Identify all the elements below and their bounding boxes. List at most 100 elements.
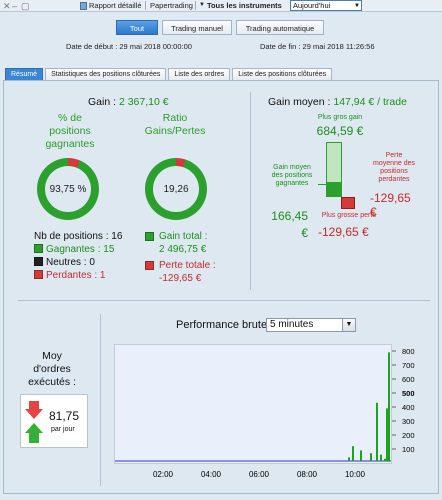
chart-bar [370,453,372,461]
y-tick-label: 400 [402,403,415,412]
performance-chart-svg [115,352,391,462]
perte-moyenne-label: Perte moyenne des positions perdantes [372,152,416,183]
red-square-icon [34,270,43,279]
vertical-divider [250,92,251,290]
green-square-icon [145,232,154,241]
chart-bar [388,352,390,461]
stat-perdantes: Perdantes : 1 [34,269,105,282]
restore-icon[interactable]: ▢ [21,1,30,11]
papertrading-label: Papertrading [150,1,193,10]
chevron-down-icon: ▼ [199,2,205,8]
tab-orders[interactable]: Liste des ordres [168,68,231,80]
top-toolbar: ✕ – ▢ Rapport détaillé Papertrading ▼ To… [0,0,442,12]
interval-value: 5 minutes [270,319,314,330]
papertrading-button[interactable]: Papertrading [150,0,193,11]
instruments-label: Tous les instruments [206,1,282,10]
loss-bar [341,197,355,209]
gain-moyen-positions-label: Gain moyen des positions gagnantes [271,164,313,187]
gagnantes-label: Gagnantes : 15 [46,244,115,255]
mode-tout-button[interactable]: Tout [116,20,158,35]
stat-neutres: Neutres : 0 [34,256,95,269]
tab-statistics[interactable]: Statistiques des positions clôturées [45,68,167,80]
chart-bar [386,408,388,461]
moy-ordres-value: 81,75 [49,409,80,423]
win-rate-ring: 93,75 % [37,158,99,220]
gain-moyen-value: 147,94 € / trade [333,96,407,108]
order-arrows-icon [25,401,43,443]
gain-moyen-label: Gain moyen : [268,96,334,108]
start-date: Date de début : 29 mai 2018 00:00:00 [66,42,192,51]
green-square-icon [34,244,43,253]
y-tick-label: 300 [402,417,415,426]
content-tabs: Résumé Statistiques des positions clôtur… [5,68,334,80]
x-tick-label: 08:00 [297,470,318,479]
chart-bar [384,458,386,461]
arrow-right-icon [318,184,328,185]
perte-moyenne-value: -129,65 € [370,191,411,219]
interval-select[interactable]: 5 minutes ▼ [266,318,356,332]
vertical-divider-bottom [100,314,101,486]
moy-ordres-label: Moy d'ordres exécutés : [28,350,76,388]
chart-bar [360,450,362,461]
close-icon[interactable]: ✕ [3,1,11,11]
red-square-icon [145,261,154,270]
nb-positions: Nb de positions : 16 [34,231,123,242]
ratio-ring: 19,26 [145,158,207,220]
gain-label: Gain : [88,96,119,108]
y-tick-label: 100 [402,445,415,454]
y-tick-label: 800 [402,347,415,356]
orders-card: 81,75 par jour [20,394,88,448]
gain-moyen-bar [326,182,342,197]
black-square-icon [34,257,43,266]
ratio-value: 19,26 [153,166,199,212]
chevron-down-icon[interactable]: ▼ [342,319,355,331]
report-detail-label: Rapport détaillé [89,1,142,10]
chart-bar [376,402,378,461]
horizontal-divider [18,300,430,301]
perdantes-label: Perdantes : 1 [46,270,106,281]
mode-switcher: Tout Trading manuel Trading automatique [116,20,328,35]
x-tick-label: 06:00 [249,470,270,479]
report-detail-button[interactable]: Rapport détaillé [80,0,142,11]
y-tick-label: 600 [402,375,415,384]
y-tick-label: 700 [402,361,415,370]
gain-moyen-positions-value: 166,45 € [271,209,308,240]
gain-heading: Gain : 2 367,10 € [88,96,169,108]
tab-closed-positions[interactable]: Liste des positions clôturées [232,68,333,80]
chart-bar [348,457,350,461]
gain-total: Gain total : 2 496,75 € [159,231,208,255]
plus-gros-gain-label: Plus gros gain [317,114,363,121]
chart-bar [352,446,354,461]
stat-gagnantes: Gagnantes : 15 [34,243,114,256]
mode-manual-button[interactable]: Trading manuel [162,20,232,35]
performance-chart [114,344,392,464]
pct-title: % de positions gagnantes [45,112,95,150]
neutres-label: Neutres : 0 [46,257,95,268]
ratio-title: Ratio Gains/Pertes [144,112,206,137]
y-tick-label: 500 [402,389,415,398]
perte-totale: Perte totale : -129,65 € [159,260,216,284]
plus-gros-gain-value: 684,59 € [316,124,364,138]
gain-moyen-heading: Gain moyen : 147,94 € / trade [268,96,407,108]
y-tick-label: 200 [402,431,415,440]
period-select[interactable]: Aujourd'hui ▼ [290,0,362,11]
x-tick-label: 02:00 [153,470,174,479]
report-icon [80,1,87,10]
performance-title: Performance brute [176,319,268,331]
x-tick-label: 04:00 [201,470,222,479]
plus-grosse-perte-label: Plus grosse perte [321,212,377,219]
end-date: Date de fin : 29 mai 2018 11:26:56 [260,42,375,51]
x-tick-label: 10:00 [345,470,366,479]
mode-auto-button[interactable]: Trading automatique [236,20,324,35]
gain-value: 2 367,10 € [118,96,169,108]
instruments-dropdown[interactable]: ▼ Tous les instruments [199,0,282,11]
tab-resume[interactable]: Résumé [5,68,44,80]
chart-bar [380,454,382,461]
minimize-icon[interactable]: – [12,1,18,11]
win-rate-value: 93,75 % [45,166,91,212]
chevron-down-icon: ▼ [354,3,360,9]
period-value: Aujourd'hui [293,1,331,10]
moy-ordres-unit: par jour [51,426,75,433]
plus-grosse-perte-value: -129,65 € [318,225,369,239]
